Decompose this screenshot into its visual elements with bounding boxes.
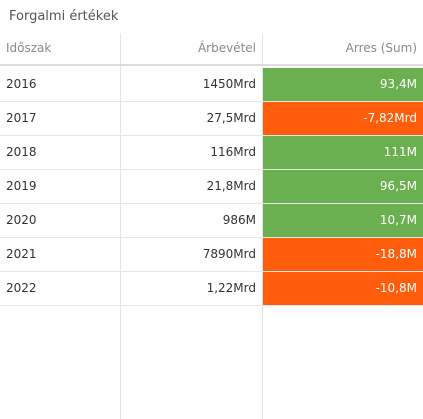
column-header-margin[interactable]: Arres (Sum): [345, 41, 417, 55]
period-cell: 2017: [6, 111, 37, 125]
column-header-period[interactable]: Időszak: [6, 41, 52, 55]
revenue-cell: 21,8Mrd: [206, 179, 256, 193]
revenue-cell: 1450Mrd: [202, 77, 256, 91]
margin-cell: 93,4M: [263, 68, 423, 101]
table-header: Időszak Árbevétel Arres (Sum): [0, 33, 423, 66]
table-row[interactable]: 2016 1450Mrd 93,4M: [0, 68, 423, 102]
column-divider: [120, 33, 121, 419]
revenue-cell: 116Mrd: [210, 145, 256, 159]
panel-title: Forgalmi értékek: [9, 9, 119, 24]
margin-cell: -7,82Mrd: [263, 102, 423, 135]
table-row[interactable]: 2019 21,8Mrd 96,5M: [0, 170, 423, 204]
margin-cell: 96,5M: [263, 170, 423, 203]
column-divider: [262, 33, 263, 419]
table-row[interactable]: 2018 116Mrd 111M: [0, 136, 423, 170]
table-row[interactable]: 2021 7890Mrd -18,8M: [0, 238, 423, 272]
margin-cell: 111M: [263, 136, 423, 169]
period-cell: 2022: [6, 281, 37, 295]
column-header-revenue[interactable]: Árbevétel: [197, 41, 256, 55]
margin-cell: -18,8M: [263, 238, 423, 271]
revenue-cell: 27,5Mrd: [206, 111, 256, 125]
period-cell: 2019: [6, 179, 37, 193]
period-cell: 2016: [6, 77, 37, 91]
revenue-cell: 1,22Mrd: [206, 281, 256, 295]
period-cell: 2021: [6, 247, 37, 261]
revenue-cell: 7890Mrd: [202, 247, 256, 261]
table-row[interactable]: 2022 1,22Mrd -10,8M: [0, 272, 423, 306]
table-row[interactable]: 2017 27,5Mrd -7,82Mrd: [0, 102, 423, 136]
margin-cell: -10,8M: [263, 272, 423, 305]
period-cell: 2020: [6, 213, 37, 227]
data-table: Időszak Árbevétel Arres (Sum) 2016 1450M…: [0, 33, 423, 419]
table-body: 2016 1450Mrd 93,4M 2017 27,5Mrd -7,82Mrd…: [0, 68, 423, 306]
revenue-cell: 986M: [222, 213, 256, 227]
margin-cell: 10,7M: [263, 204, 423, 237]
table-row[interactable]: 2020 986M 10,7M: [0, 204, 423, 238]
period-cell: 2018: [6, 145, 37, 159]
